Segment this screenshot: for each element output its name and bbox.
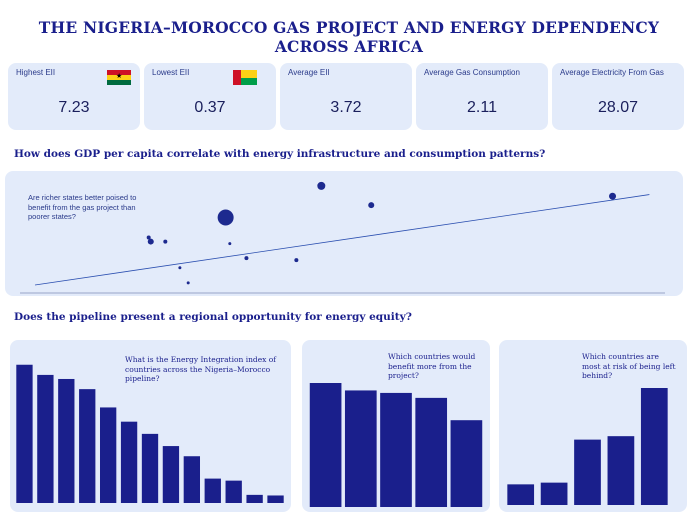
bar bbox=[540, 482, 568, 505]
bar bbox=[99, 407, 117, 503]
trendline bbox=[34, 194, 650, 286]
benefit-bar-panel: Which countries would benefit more from … bbox=[302, 340, 490, 512]
bar bbox=[183, 456, 201, 503]
guinea-bissau-flag-icon bbox=[233, 70, 257, 85]
kpi-card-average-electricity-from-gas: Average Electricity From Gas 28.07 bbox=[552, 63, 684, 130]
benefit-note: Which countries would benefit more from … bbox=[388, 352, 476, 380]
scatter-point bbox=[368, 202, 375, 209]
scatter-point bbox=[178, 266, 182, 270]
bar bbox=[79, 389, 96, 503]
kpi-value: 3.72 bbox=[330, 99, 362, 116]
kpi-value: 2.11 bbox=[467, 99, 497, 116]
benefit-bar-chart bbox=[309, 383, 483, 507]
scatter-panel: Are richer states better poised to benef… bbox=[5, 171, 683, 296]
kpi-card-average-gas-consumption: Average Gas Consumption 2.11 bbox=[416, 63, 548, 130]
bar bbox=[607, 436, 635, 505]
kpi-value: 0.37 bbox=[194, 99, 226, 116]
kpi-label: Average EII bbox=[288, 68, 330, 77]
eii-note: What is the Energy Integration index of … bbox=[125, 355, 277, 383]
scatter-point bbox=[147, 238, 154, 245]
scatter-point bbox=[217, 209, 234, 226]
bar bbox=[574, 439, 601, 505]
scatter-point bbox=[294, 258, 299, 263]
kpi-label: Lowest EII bbox=[152, 68, 190, 77]
scatter-point bbox=[228, 242, 232, 246]
bar bbox=[246, 494, 263, 503]
bar bbox=[37, 374, 54, 503]
ghana-flag-icon: ★ bbox=[107, 70, 131, 85]
scatter-point bbox=[317, 181, 326, 190]
risk-note: Which countries are most at risk of bein… bbox=[582, 352, 676, 380]
scatter-note: Are richer states better poised to benef… bbox=[28, 193, 137, 221]
bar bbox=[267, 495, 284, 503]
kpi-value: 28.07 bbox=[597, 99, 639, 116]
bar bbox=[507, 484, 535, 505]
bar bbox=[344, 390, 377, 507]
kpi-label: Average Electricity From Gas bbox=[560, 68, 664, 77]
kpi-value: 7.23 bbox=[58, 99, 90, 116]
question-gdp-correlation: How does GDP per capita correlate with e… bbox=[14, 148, 546, 160]
bar bbox=[450, 420, 483, 507]
bar bbox=[309, 383, 342, 507]
bar bbox=[58, 378, 75, 503]
bar bbox=[16, 364, 33, 503]
eii-bar-chart bbox=[16, 364, 284, 503]
bar bbox=[380, 392, 412, 507]
kpi-card-average-eii: Average EII 3.72 bbox=[280, 63, 412, 130]
risk-bar-panel: Which countries are most at risk of bein… bbox=[499, 340, 687, 512]
kpi-card-highest-eii: Highest EII ★ 7.23 bbox=[8, 63, 140, 130]
kpi-label: Average Gas Consumption bbox=[424, 68, 520, 77]
scatter-point bbox=[244, 256, 249, 261]
risk-bar-chart bbox=[507, 388, 668, 505]
scatter-chart bbox=[20, 181, 665, 294]
page-title: THE NIGERIA–MOROCCO GAS PROJECT AND ENER… bbox=[38, 18, 660, 56]
kpi-card-lowest-eii: Lowest EII 0.37 bbox=[144, 63, 276, 130]
bar bbox=[225, 480, 242, 503]
bar bbox=[415, 397, 448, 507]
scatter-point bbox=[186, 281, 190, 285]
bar bbox=[640, 388, 668, 505]
eii-bar-panel: What is the Energy Integration index of … bbox=[10, 340, 291, 512]
scatter-point bbox=[609, 192, 617, 200]
bar bbox=[141, 433, 159, 503]
bar bbox=[162, 446, 180, 503]
bar bbox=[204, 478, 221, 503]
kpi-label: Highest EII bbox=[16, 68, 56, 77]
scatter-point bbox=[163, 239, 168, 244]
bar bbox=[120, 421, 138, 503]
question-regional-opportunity: Does the pipeline present a regional opp… bbox=[14, 311, 412, 323]
scatter-point bbox=[146, 235, 151, 240]
